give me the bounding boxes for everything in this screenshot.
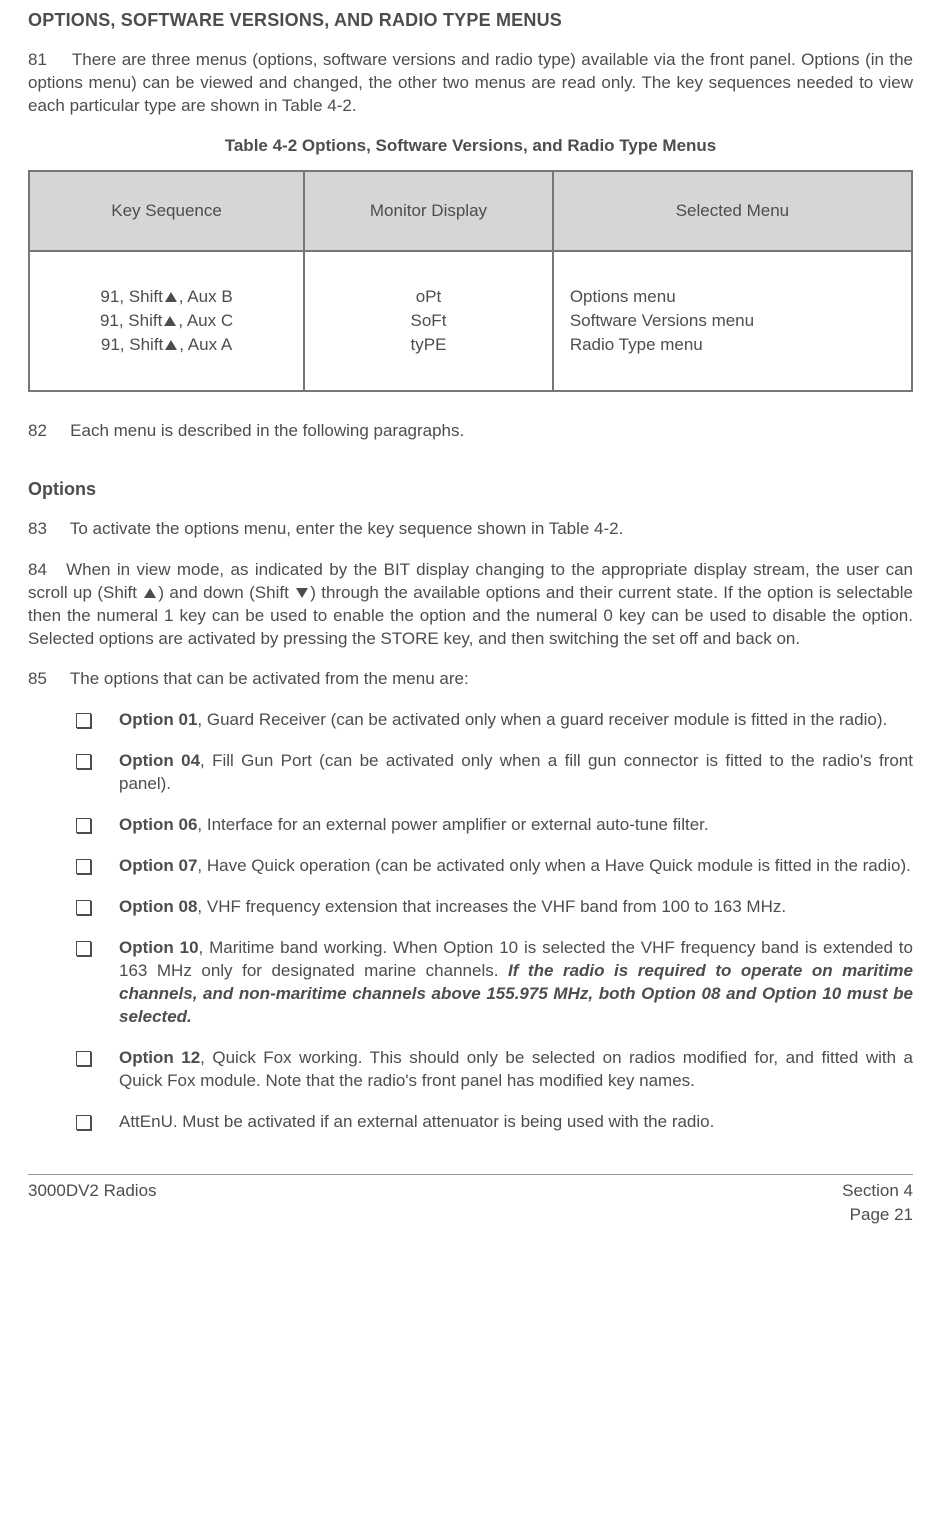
para-text: There are three menus (options, software… bbox=[28, 50, 913, 115]
selected-menu-value: Radio Type menu bbox=[570, 335, 703, 355]
footer-section: Section 4 bbox=[842, 1181, 913, 1201]
table-row: 91, Shift , Aux B 91, Shift , Aux C 91, … bbox=[29, 251, 912, 391]
checkbox-bullet-icon bbox=[76, 754, 91, 769]
key-seq-suffix: , Aux C bbox=[178, 311, 233, 331]
table-caption: Table 4-2 Options, Software Versions, an… bbox=[28, 136, 913, 156]
footer-left: 3000DV2 Radios bbox=[28, 1181, 157, 1225]
col-selected-menu: Selected Menu bbox=[553, 171, 912, 251]
section-heading: OPTIONS, SOFTWARE VERSIONS, AND RADIO TY… bbox=[28, 10, 913, 31]
footer-page: Page 21 bbox=[842, 1205, 913, 1225]
option-rest: , Guard Receiver (can be activated only … bbox=[197, 710, 887, 729]
list-item: Option 07, Have Quick operation (can be … bbox=[76, 855, 913, 878]
up-triangle-icon bbox=[143, 587, 157, 599]
option-plain: AttEnU. Must be activated if an external… bbox=[119, 1112, 714, 1131]
checkbox-bullet-icon bbox=[76, 941, 91, 956]
para-text: Each menu is described in the following … bbox=[70, 421, 464, 440]
page-container: OPTIONS, SOFTWARE VERSIONS, AND RADIO TY… bbox=[0, 0, 941, 1536]
option-rest: , Quick Fox working. This should only be… bbox=[119, 1048, 913, 1090]
option-text: Option 01, Guard Receiver (can be activa… bbox=[119, 709, 913, 732]
option-bold: Option 08 bbox=[119, 897, 197, 916]
checkbox-bullet-icon bbox=[76, 713, 91, 728]
up-triangle-icon bbox=[164, 339, 178, 351]
para84-mid: ) and down (Shift bbox=[158, 583, 294, 602]
list-item: AttEnU. Must be activated if an external… bbox=[76, 1111, 913, 1134]
key-seq-line: 91, Shift , Aux C bbox=[100, 311, 233, 331]
option-text: Option 10, Maritime band working. When O… bbox=[119, 937, 913, 1029]
option-text: Option 08, VHF frequency extension that … bbox=[119, 896, 913, 919]
list-item: Option 10, Maritime band working. When O… bbox=[76, 937, 913, 1029]
down-triangle-icon bbox=[295, 587, 309, 599]
checkbox-bullet-icon bbox=[76, 1051, 91, 1066]
key-seq-prefix: 91, Shift bbox=[100, 287, 162, 307]
selected-menu-value: Software Versions menu bbox=[570, 311, 754, 331]
key-seq-suffix: , Aux A bbox=[179, 335, 232, 355]
col-monitor-display: Monitor Display bbox=[304, 171, 553, 251]
option-text: Option 12, Quick Fox working. This shoul… bbox=[119, 1047, 913, 1093]
table-header-row: Key Sequence Monitor Display Selected Me… bbox=[29, 171, 912, 251]
para-text: To activate the options menu, enter the … bbox=[70, 519, 623, 538]
para-number: 83 bbox=[28, 518, 56, 541]
para-number: 84 bbox=[28, 560, 47, 579]
cell-selected-menu: Options menu Software Versions menu Radi… bbox=[553, 251, 912, 391]
paragraph-81: 81 There are three menus (options, softw… bbox=[28, 49, 913, 118]
col-key-sequence: Key Sequence bbox=[29, 171, 304, 251]
monitor-display-value: SoFt bbox=[411, 311, 447, 331]
option-bold: Option 06 bbox=[119, 815, 197, 834]
option-bold: Option 10 bbox=[119, 938, 199, 957]
up-triangle-icon bbox=[164, 291, 178, 303]
checkbox-bullet-icon bbox=[76, 859, 91, 874]
monitor-display-value: tyPE bbox=[411, 335, 447, 355]
checkbox-bullet-icon bbox=[76, 1115, 91, 1130]
cell-key-sequence: 91, Shift , Aux B 91, Shift , Aux C 91, … bbox=[29, 251, 304, 391]
option-text: Option 07, Have Quick operation (can be … bbox=[119, 855, 913, 878]
monitor-display-value: oPt bbox=[416, 287, 442, 307]
option-text: Option 04, Fill Gun Port (can be activat… bbox=[119, 750, 913, 796]
para-number: 81 bbox=[28, 49, 56, 72]
option-rest: , Have Quick operation (can be activated… bbox=[197, 856, 910, 875]
para-number: 85 bbox=[28, 668, 56, 691]
para-number: 82 bbox=[28, 420, 56, 443]
checkbox-bullet-icon bbox=[76, 900, 91, 915]
footer-right: Section 4 Page 21 bbox=[842, 1181, 913, 1225]
options-heading: Options bbox=[28, 479, 913, 500]
option-rest: , Interface for an external power amplif… bbox=[197, 815, 708, 834]
option-bold: Option 01 bbox=[119, 710, 197, 729]
key-seq-line: 91, Shift , Aux A bbox=[101, 335, 232, 355]
selected-menu-value: Options menu bbox=[570, 287, 676, 307]
option-text: Option 06, Interface for an external pow… bbox=[119, 814, 913, 837]
option-rest: , VHF frequency extension that increases… bbox=[197, 897, 786, 916]
para-text: The options that can be activated from t… bbox=[70, 669, 469, 688]
cell-monitor-display: oPt SoFt tyPE bbox=[304, 251, 553, 391]
key-seq-suffix: , Aux B bbox=[179, 287, 233, 307]
key-seq-prefix: 91, Shift bbox=[100, 311, 162, 331]
list-item: Option 06, Interface for an external pow… bbox=[76, 814, 913, 837]
list-item: Option 01, Guard Receiver (can be activa… bbox=[76, 709, 913, 732]
list-item: Option 12, Quick Fox working. This shoul… bbox=[76, 1047, 913, 1093]
option-rest: , Fill Gun Port (can be activated only w… bbox=[119, 751, 913, 793]
option-bold: Option 04 bbox=[119, 751, 200, 770]
checkbox-bullet-icon bbox=[76, 818, 91, 833]
up-triangle-icon bbox=[163, 315, 177, 327]
list-item: Option 08, VHF frequency extension that … bbox=[76, 896, 913, 919]
list-item: Option 04, Fill Gun Port (can be activat… bbox=[76, 750, 913, 796]
option-bold: Option 12 bbox=[119, 1048, 200, 1067]
option-text: AttEnU. Must be activated if an external… bbox=[119, 1111, 913, 1134]
option-bold: Option 07 bbox=[119, 856, 197, 875]
paragraph-85: 85 The options that can be activated fro… bbox=[28, 668, 913, 691]
paragraph-82: 82 Each menu is described in the followi… bbox=[28, 420, 913, 443]
menu-table: Key Sequence Monitor Display Selected Me… bbox=[28, 170, 913, 392]
page-footer: 3000DV2 Radios Section 4 Page 21 bbox=[28, 1181, 913, 1245]
key-seq-prefix: 91, Shift bbox=[101, 335, 163, 355]
paragraph-83: 83 To activate the options menu, enter t… bbox=[28, 518, 913, 541]
paragraph-84: 84 When in view mode, as indicated by th… bbox=[28, 559, 913, 651]
key-seq-line: 91, Shift , Aux B bbox=[100, 287, 232, 307]
footer-rule bbox=[28, 1174, 913, 1175]
option-list: Option 01, Guard Receiver (can be activa… bbox=[76, 709, 913, 1133]
